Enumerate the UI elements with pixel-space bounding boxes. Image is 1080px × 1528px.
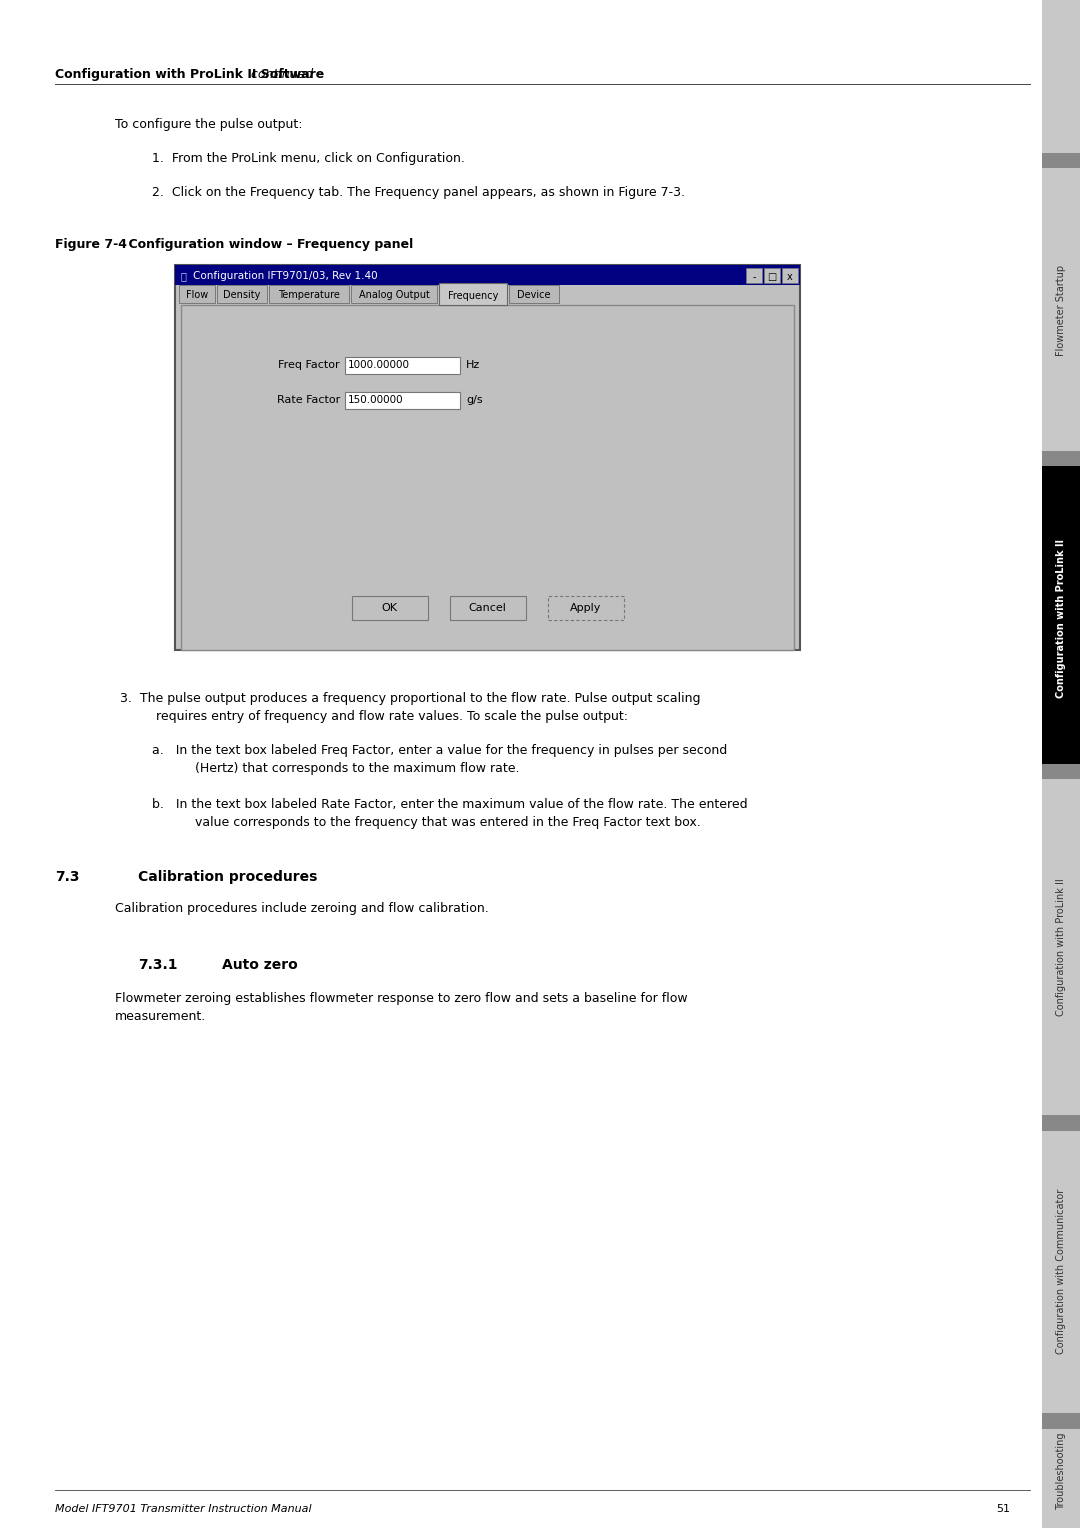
Text: 1000.00000: 1000.00000 bbox=[348, 361, 410, 370]
Bar bbox=[1042, 0, 1080, 153]
Text: Configuration with ProLink II: Configuration with ProLink II bbox=[1056, 539, 1066, 698]
Bar bbox=[351, 596, 428, 620]
Text: -: - bbox=[753, 272, 756, 283]
Text: x: x bbox=[787, 272, 793, 283]
Bar bbox=[181, 306, 794, 649]
Text: requires entry of frequency and flow rate values. To scale the pulse output:: requires entry of frequency and flow rat… bbox=[140, 711, 627, 723]
Bar bbox=[1042, 1413, 1080, 1429]
Text: Hz: Hz bbox=[465, 361, 481, 370]
Bar bbox=[764, 267, 780, 283]
Bar bbox=[449, 596, 526, 620]
Text: Cancel: Cancel bbox=[469, 604, 507, 613]
Text: Calibration procedures include zeroing and flow calibration.: Calibration procedures include zeroing a… bbox=[114, 902, 489, 915]
Text: Flow: Flow bbox=[186, 290, 208, 299]
Text: Temperature: Temperature bbox=[278, 290, 340, 299]
Bar bbox=[345, 391, 460, 408]
Text: Rate Factor: Rate Factor bbox=[276, 396, 340, 405]
Text: To configure the pulse output:: To configure the pulse output: bbox=[114, 118, 302, 131]
Text: Flowmeter zeroing establishes flowmeter response to zero flow and sets a baselin: Flowmeter zeroing establishes flowmeter … bbox=[114, 992, 688, 1005]
Bar bbox=[509, 286, 559, 303]
Text: Configuration with ProLink II: Configuration with ProLink II bbox=[1056, 879, 1066, 1016]
Bar bbox=[782, 267, 798, 283]
Text: value corresponds to the frequency that was entered in the Freq Factor text box.: value corresponds to the frequency that … bbox=[175, 816, 701, 830]
Text: Freq Factor: Freq Factor bbox=[279, 361, 340, 370]
Text: Analog Output: Analog Output bbox=[359, 290, 430, 299]
Text: □: □ bbox=[768, 272, 777, 283]
Text: Flowmeter Startup: Flowmeter Startup bbox=[1056, 264, 1066, 356]
Text: Troubleshooting: Troubleshooting bbox=[1056, 1433, 1066, 1510]
Bar bbox=[746, 267, 762, 283]
Text: Configuration with ProLink II Software: Configuration with ProLink II Software bbox=[55, 69, 324, 81]
Bar bbox=[269, 286, 349, 303]
Text: 7.3: 7.3 bbox=[55, 869, 80, 885]
Text: g/s: g/s bbox=[465, 396, 483, 405]
Bar bbox=[1042, 153, 1080, 168]
Bar bbox=[1042, 451, 1080, 466]
Bar bbox=[179, 286, 215, 303]
Text: 3.  The pulse output produces a frequency proportional to the flow rate. Pulse o: 3. The pulse output produces a frequency… bbox=[120, 692, 701, 704]
Text: 51: 51 bbox=[996, 1504, 1010, 1514]
Text: 2.  Click on the Frequency tab. The Frequency panel appears, as shown in Figure : 2. Click on the Frequency tab. The Frequ… bbox=[152, 186, 685, 199]
Bar bbox=[345, 356, 460, 373]
Text: Device: Device bbox=[517, 290, 551, 299]
Bar bbox=[351, 286, 437, 303]
Bar bbox=[1042, 1115, 1080, 1131]
Bar bbox=[1042, 779, 1080, 1115]
Text: a.   In the text box labeled Freq Factor, enter a value for the frequency in pul: a. In the text box labeled Freq Factor, … bbox=[152, 744, 727, 756]
Text: 1.  From the ProLink menu, click on Configuration.: 1. From the ProLink menu, click on Confi… bbox=[152, 151, 464, 165]
Text: 7.3.1: 7.3.1 bbox=[138, 958, 177, 972]
Text: continued: continued bbox=[247, 69, 313, 81]
Text: (Hertz) that corresponds to the maximum flow rate.: (Hertz) that corresponds to the maximum … bbox=[175, 762, 519, 775]
Text: Density: Density bbox=[224, 290, 260, 299]
Text: Apply: Apply bbox=[570, 604, 602, 613]
Text: Configuration with Communicator: Configuration with Communicator bbox=[1056, 1189, 1066, 1354]
Bar bbox=[1042, 1429, 1080, 1528]
Text: Frequency: Frequency bbox=[448, 290, 498, 301]
Text: Configuration IFT9701/03, Rev 1.40: Configuration IFT9701/03, Rev 1.40 bbox=[193, 270, 378, 281]
Bar bbox=[1042, 764, 1080, 779]
Text: b.   In the text box labeled Rate Factor, enter the maximum value of the flow ra: b. In the text box labeled Rate Factor, … bbox=[152, 798, 747, 811]
Bar bbox=[217, 286, 267, 303]
Text: measurement.: measurement. bbox=[114, 1010, 206, 1024]
Text: Configuration window – Frequency panel: Configuration window – Frequency panel bbox=[111, 238, 414, 251]
Text: Auto zero: Auto zero bbox=[222, 958, 298, 972]
Bar bbox=[1042, 466, 1080, 764]
Text: Figure 7-4: Figure 7-4 bbox=[55, 238, 127, 251]
Bar bbox=[1042, 1131, 1080, 1413]
Bar bbox=[438, 283, 507, 306]
Text: 150.00000: 150.00000 bbox=[348, 396, 404, 405]
Text: Calibration procedures: Calibration procedures bbox=[138, 869, 318, 885]
Text: Ⓢ: Ⓢ bbox=[180, 270, 186, 281]
Text: OK: OK bbox=[381, 604, 397, 613]
Bar bbox=[548, 596, 623, 620]
Bar bbox=[175, 264, 800, 649]
Bar bbox=[1042, 168, 1080, 451]
Bar bbox=[175, 264, 800, 286]
Text: Model IFT9701 Transmitter Instruction Manual: Model IFT9701 Transmitter Instruction Ma… bbox=[55, 1504, 312, 1514]
